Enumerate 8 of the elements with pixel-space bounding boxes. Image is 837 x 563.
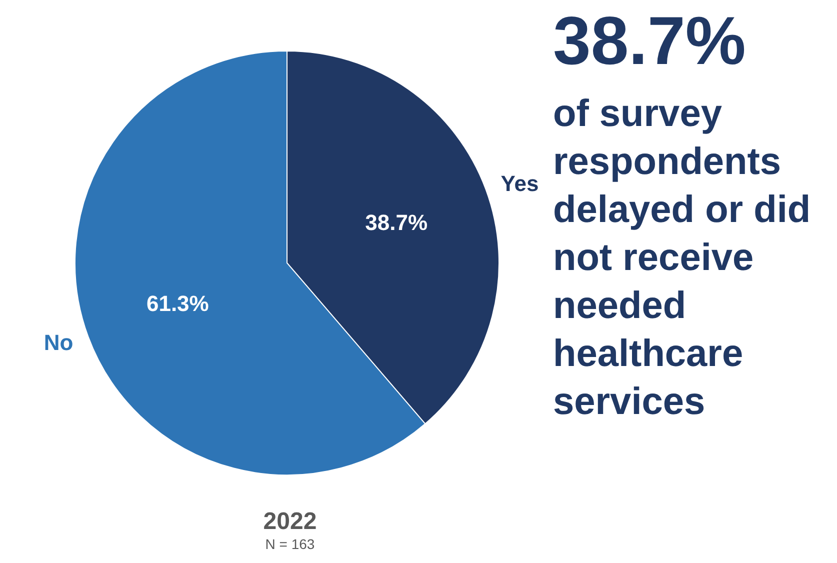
text: N = 163 bbox=[264, 536, 316, 552]
text: 2022 bbox=[262, 508, 318, 536]
text: of survey respondents delayed or did not receive needed healthcare services bbox=[553, 92, 812, 425]
data-label: 61.3% bbox=[146, 291, 209, 316]
data-label: 38.7% bbox=[365, 210, 428, 235]
slice-label: Yes bbox=[500, 171, 539, 196]
slice-label: No bbox=[44, 330, 74, 355]
text: 38.7% bbox=[553, 2, 747, 81]
